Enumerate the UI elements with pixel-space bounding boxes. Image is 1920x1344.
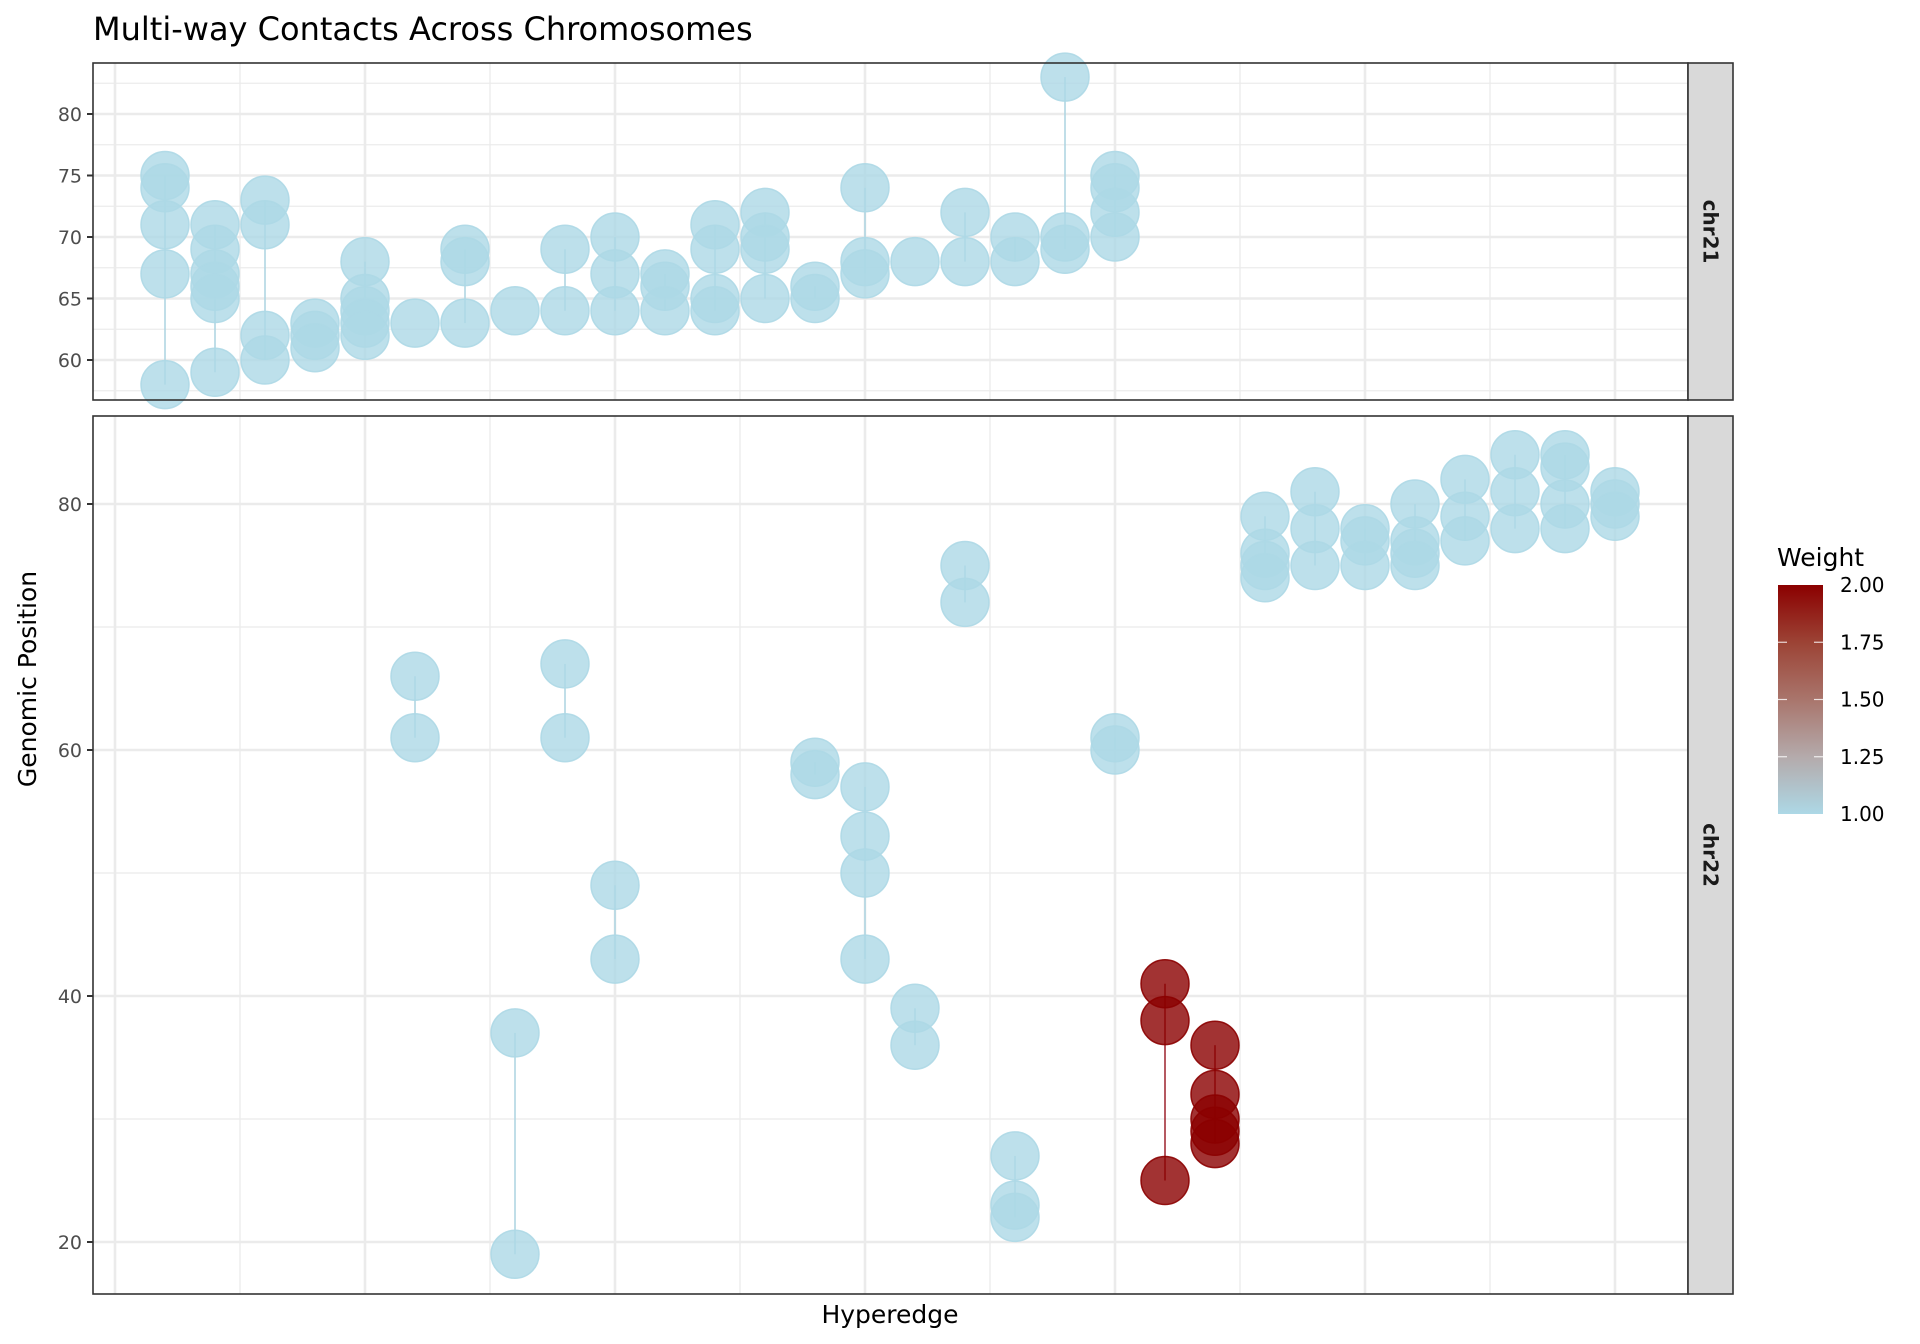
data-point: [490, 1008, 540, 1058]
data-point: [240, 199, 290, 250]
y-tick-label: 65: [58, 289, 82, 311]
y-tick-label: 70: [58, 227, 82, 249]
data-point: [440, 298, 490, 348]
data-point: [1040, 52, 1090, 102]
data-point: [1540, 503, 1590, 554]
facet-strip: [1687, 415, 1734, 1295]
data-point: [840, 163, 890, 213]
data-point: [740, 224, 790, 275]
data-point: [490, 1229, 540, 1280]
legend-tick-label: 1.50: [1840, 688, 1885, 712]
data-point: [690, 224, 740, 275]
data-point: [840, 848, 890, 898]
data-point: [1290, 540, 1340, 591]
data-point: [240, 335, 290, 385]
y-tick-label: 80: [58, 494, 82, 516]
data-point: [390, 651, 440, 701]
data-point: [890, 1020, 940, 1070]
data-point: [740, 273, 790, 324]
data-point: [590, 860, 640, 911]
y-tick-label: 80: [58, 104, 82, 126]
data-point: [1590, 491, 1640, 542]
y-tick-label: 40: [58, 986, 82, 1008]
facet-strip: [1687, 62, 1734, 401]
data-point: [1490, 503, 1540, 554]
data-point: [1340, 540, 1390, 591]
data-point: [1090, 212, 1140, 262]
data-point: [990, 236, 1040, 287]
data-point: [540, 639, 590, 689]
data-point: [540, 286, 590, 336]
legend-tick-label: 2.00: [1840, 573, 1885, 597]
data-point: [440, 236, 490, 287]
data-point: [640, 286, 690, 336]
legend-tick-label: 1.00: [1840, 802, 1885, 826]
data-point: [840, 762, 890, 812]
data-point: [1190, 1118, 1240, 1169]
legend-tick-label: 1.75: [1840, 630, 1885, 654]
data-point: [590, 934, 640, 984]
y-tick-label: 75: [58, 166, 82, 188]
data-point: [1440, 516, 1490, 566]
data-point: [290, 322, 340, 373]
strip-label: chr21: [1699, 200, 1723, 264]
data-point: [1240, 553, 1290, 603]
data-point: [1040, 224, 1090, 275]
data-point: [1140, 1155, 1190, 1206]
data-point: [790, 749, 840, 800]
data-point: [390, 712, 440, 763]
data-point: [840, 249, 890, 299]
data-point: [390, 298, 440, 348]
weight-legend: Weight 2.00 1.75 1.50 1.25 1.00: [1777, 543, 1885, 826]
y-axis-title: Genomic Position: [13, 571, 42, 787]
y-tick-label: 20: [58, 1232, 82, 1254]
data-point: [340, 310, 390, 361]
data-point: [690, 286, 740, 336]
data-point: [140, 249, 190, 299]
data-point: [190, 347, 240, 398]
data-point: [1190, 1020, 1240, 1070]
chart-title: Multi-way Contacts Across Chromosomes: [93, 10, 753, 48]
data-point: [840, 934, 890, 984]
panel-chr21: 60 65 70 75 80 chr21: [58, 52, 1734, 410]
legend-title: Weight: [1777, 543, 1864, 572]
data-point: [590, 286, 640, 336]
data-point: [1390, 540, 1440, 591]
data-point: [540, 712, 590, 763]
data-point: [540, 224, 590, 275]
data-point: [990, 1131, 1040, 1181]
legend-tick-label: 1.25: [1840, 745, 1885, 769]
data-point: [940, 577, 990, 628]
data-point: [140, 359, 190, 410]
data-point: [190, 273, 240, 324]
panel-chr22: 20 40 60 80 chr22: [58, 415, 1734, 1295]
data-point: [1090, 725, 1140, 775]
data-point: [140, 199, 190, 250]
y-tick-label: 60: [58, 350, 82, 372]
x-axis-title: Hyperedge: [821, 1300, 958, 1329]
data-point: [940, 236, 990, 287]
data-point: [940, 187, 990, 238]
data-point: [890, 236, 940, 287]
strip-label: chr22: [1699, 823, 1723, 887]
y-tick-label: 60: [58, 740, 82, 762]
data-point: [490, 286, 540, 336]
data-point: [990, 1192, 1040, 1243]
data-point: [790, 273, 840, 324]
data-point: [1140, 995, 1190, 1046]
